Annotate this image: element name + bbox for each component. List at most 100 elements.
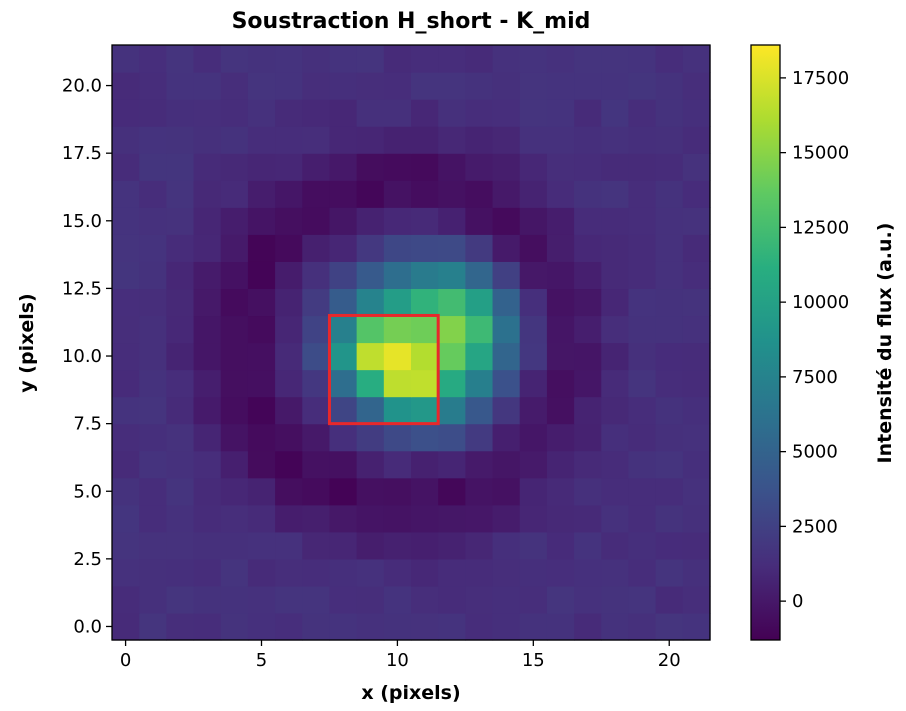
heatmap-cell: [574, 450, 602, 479]
heatmap-cell: [302, 585, 331, 614]
heatmap-cell: [411, 153, 439, 181]
heatmap-cell: [139, 423, 167, 452]
heatmap-cell: [220, 423, 249, 452]
heatmap-cell: [329, 207, 358, 235]
heatmap-cell: [302, 558, 331, 587]
heatmap-cell: [356, 531, 385, 560]
heatmap-cell: [682, 585, 711, 614]
heatmap-cell: [302, 261, 331, 290]
heatmap-cell: [112, 315, 140, 344]
heatmap-cell: [383, 585, 412, 614]
heatmap-cell: [411, 288, 439, 317]
heatmap-cell: [139, 531, 167, 560]
heatmap-cell: [519, 342, 548, 371]
heatmap-cell: [356, 153, 385, 181]
heatmap-cell: [247, 369, 276, 398]
heatmap-cell: [574, 423, 602, 452]
heatmap-cell: [546, 180, 575, 208]
heatmap-cell: [546, 612, 575, 641]
heatmap-cell: [275, 72, 303, 100]
heatmap-cell: [655, 342, 684, 371]
heatmap-cell: [356, 423, 385, 452]
heatmap-cell: [411, 585, 439, 614]
heatmap-cell: [220, 45, 249, 73]
heatmap-cell: [112, 450, 140, 479]
heatmap-cell: [193, 234, 222, 262]
heatmap-cell: [574, 396, 602, 425]
chart-title: Soustraction H_short - K_mid: [232, 9, 591, 34]
heatmap-cell: [601, 99, 630, 127]
heatmap-cell: [411, 207, 439, 235]
heatmap-cell: [546, 504, 575, 533]
x-tick-label: 0: [120, 650, 131, 671]
heatmap-cell: [193, 369, 222, 398]
heatmap-cell: [275, 342, 303, 371]
heatmap-cell: [275, 207, 303, 235]
heatmap-cell: [302, 396, 331, 425]
heatmap-cell: [193, 288, 222, 317]
heatmap-cell: [193, 180, 222, 208]
heatmap-cell: [302, 369, 331, 398]
heatmap-cell: [519, 261, 548, 290]
heatmap-cell: [302, 342, 331, 371]
heatmap-cell: [574, 288, 602, 317]
heatmap-cell: [492, 423, 521, 452]
heatmap-cell: [329, 261, 358, 290]
heatmap-cell: [465, 396, 494, 425]
heatmap-cell: [628, 99, 657, 127]
colorbar-tick-label: 7500: [792, 367, 838, 388]
heatmap-cell: [492, 45, 521, 73]
heatmap-cell: [601, 288, 630, 317]
heatmap-cell: [411, 342, 439, 371]
heatmap-cell: [112, 585, 140, 614]
heatmap-cell: [193, 153, 222, 181]
heatmap-cell: [220, 558, 249, 587]
heatmap-cell: [519, 558, 548, 587]
heatmap-cell: [166, 45, 195, 73]
heatmap-cell: [356, 180, 385, 208]
heatmap-cell: [247, 207, 276, 235]
heatmap-cell: [682, 423, 711, 452]
heatmap-cell: [492, 504, 521, 533]
colorbar-tick-label: 2500: [792, 516, 838, 537]
heatmap-cell: [682, 180, 711, 208]
heatmap-cell: [411, 477, 439, 506]
heatmap-cell: [356, 207, 385, 235]
heatmap-cell: [356, 396, 385, 425]
heatmap-cell: [411, 99, 439, 127]
heatmap-cell: [574, 531, 602, 560]
heatmap-cell: [166, 234, 195, 262]
heatmap-cell: [655, 288, 684, 317]
heatmap-cell: [139, 180, 167, 208]
heatmap-cell: [574, 504, 602, 533]
heatmap-cell: [628, 315, 657, 344]
heatmap-cell: [546, 261, 575, 290]
heatmap-cell: [438, 153, 466, 181]
heatmap-cell: [519, 315, 548, 344]
heatmap-cell: [302, 99, 331, 127]
heatmap-cell: [682, 477, 711, 506]
heatmap-cell: [139, 504, 167, 533]
heatmap-cell: [465, 477, 494, 506]
heatmap-cell: [275, 288, 303, 317]
x-tick-label: 10: [386, 650, 409, 671]
x-tick-label: 15: [522, 650, 545, 671]
heatmap-cell: [682, 288, 711, 317]
heatmap-cell: [329, 99, 358, 127]
heatmap-cell: [275, 99, 303, 127]
heatmap-cell: [139, 315, 167, 344]
heatmap-cell: [411, 369, 439, 398]
heatmap-cell: [139, 261, 167, 290]
heatmap-cell: [492, 153, 521, 181]
heatmap-cell: [329, 369, 358, 398]
heatmap-cell: [655, 234, 684, 262]
heatmap-cell: [166, 585, 195, 614]
heatmap-cell: [139, 396, 167, 425]
heatmap-cell: [682, 45, 711, 73]
heatmap-cell: [356, 369, 385, 398]
heatmap-cell: [628, 423, 657, 452]
heatmap-cell: [546, 288, 575, 317]
heatmap-cell: [329, 153, 358, 181]
colorbar-ticks: 0 2500 5000 7500 10000 12500 15000 17500: [780, 68, 849, 612]
